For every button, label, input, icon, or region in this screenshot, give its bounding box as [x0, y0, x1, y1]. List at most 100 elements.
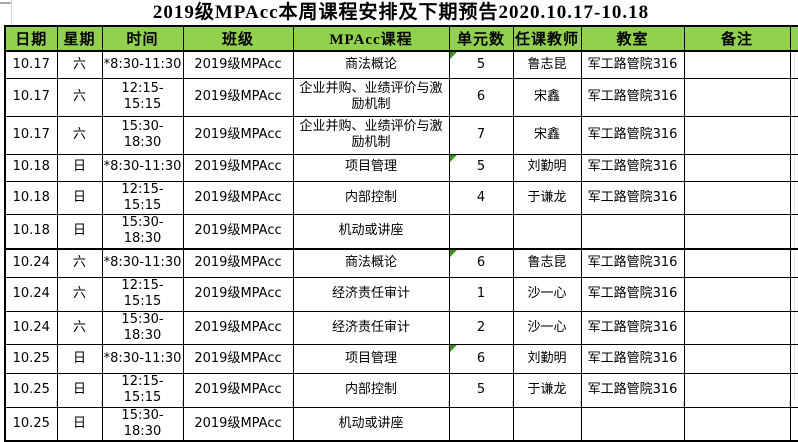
cell-course[interactable]: 商法概论	[292, 247, 450, 278]
cell-note[interactable]	[683, 406, 791, 442]
cell-room[interactable]: 军工路管院316	[580, 344, 685, 374]
cell-note[interactable]	[683, 115, 791, 155]
cell-note[interactable]	[683, 310, 791, 345]
cell-day[interactable]: 日	[56, 180, 103, 215]
cell-room[interactable]: 军工路管院316	[580, 373, 685, 408]
cell-class[interactable]: 2019级MPAcc	[182, 373, 294, 408]
cell-teacher[interactable]: 刘勤明	[512, 344, 582, 374]
cell-units[interactable]	[448, 214, 514, 249]
cell-room[interactable]	[580, 214, 685, 249]
cell-class[interactable]: 2019级MPAcc	[182, 277, 294, 312]
header-class[interactable]: 班级	[182, 25, 294, 52]
cell-class[interactable]: 2019级MPAcc	[182, 406, 294, 442]
cell-course[interactable]: 内部控制	[292, 373, 450, 408]
cell-day[interactable]: 日	[56, 153, 103, 182]
cell-teacher[interactable]: 鲁志昆	[512, 247, 582, 278]
cell-day[interactable]: 六	[56, 77, 103, 117]
cell-units[interactable]: 5	[448, 50, 514, 79]
cell-class[interactable]: 2019级MPAcc	[182, 310, 294, 345]
cell-units[interactable]: 6	[448, 77, 514, 117]
cell-date[interactable]: 10.24	[4, 247, 58, 278]
cell-note[interactable]	[683, 277, 791, 312]
cell-teacher[interactable]	[512, 406, 582, 442]
cell-room[interactable]: 军工路管院316	[580, 77, 685, 117]
cell-room[interactable]	[580, 406, 685, 442]
cell-date[interactable]: 10.18	[4, 153, 58, 182]
cell-room[interactable]: 军工路管院316	[580, 115, 685, 155]
cell-note[interactable]	[683, 180, 791, 215]
cell-course[interactable]: 经济责任审计	[292, 310, 450, 345]
cell-note[interactable]	[683, 214, 791, 249]
cell-time[interactable]: 12:15-15:15	[101, 77, 184, 117]
cell-room[interactable]: 军工路管院316	[580, 153, 685, 182]
cell-course[interactable]: 项目管理	[292, 344, 450, 374]
cell-note[interactable]	[683, 153, 791, 182]
cell-teacher[interactable]: 沙一心	[512, 277, 582, 312]
cell-time[interactable]: *8:30-11:30	[101, 247, 184, 278]
cell-course[interactable]: 项目管理	[292, 153, 450, 182]
cell-date[interactable]: 10.24	[4, 310, 58, 345]
cell-date[interactable]: 10.25	[4, 406, 58, 442]
cell-teacher[interactable]: 宋鑫	[512, 115, 582, 155]
cell-time[interactable]: 12:15-15:15	[101, 180, 184, 215]
cell-note[interactable]	[683, 373, 791, 408]
cell-units[interactable]: 7	[448, 115, 514, 155]
cell-class[interactable]: 2019级MPAcc	[182, 214, 294, 249]
cell-units[interactable]: 5	[448, 153, 514, 182]
cell-time[interactable]: 15:30-18:30	[101, 214, 184, 249]
header-room[interactable]: 教室	[580, 25, 685, 52]
header-note[interactable]: 备注	[683, 25, 791, 52]
cell-day[interactable]: 六	[56, 50, 103, 79]
cell-course[interactable]: 经济责任审计	[292, 277, 450, 312]
cell-class[interactable]: 2019级MPAcc	[182, 344, 294, 374]
cell-day[interactable]: 六	[56, 247, 103, 278]
cell-teacher[interactable]: 于谦龙	[512, 180, 582, 215]
schedule-title[interactable]: 2019级MPAcc本周课程安排及下期预告2020.10.17-10.18	[152, 2, 650, 23]
cell-date[interactable]: 10.17	[4, 77, 58, 117]
cell-date[interactable]: 10.25	[4, 373, 58, 408]
cell-course[interactable]: 企业并购、业绩评价与激励机制	[292, 77, 450, 117]
cell-time[interactable]: *8:30-11:30	[101, 153, 184, 182]
cell-day[interactable]: 日	[56, 373, 103, 408]
cell-room[interactable]: 军工路管院316	[580, 247, 685, 278]
cell-units[interactable]: 1	[448, 277, 514, 312]
cell-teacher[interactable]: 沙一心	[512, 310, 582, 345]
cell-date[interactable]: 10.18	[4, 214, 58, 249]
header-teacher[interactable]: 任课教师	[512, 25, 582, 52]
cell-units[interactable]: 5	[448, 373, 514, 408]
cell-date[interactable]: 10.18	[4, 180, 58, 215]
cell-day[interactable]: 六	[56, 115, 103, 155]
cell-room[interactable]: 军工路管院316	[580, 50, 685, 79]
cell-class[interactable]: 2019级MPAcc	[182, 77, 294, 117]
cell-units[interactable]: 2	[448, 310, 514, 345]
cell-course[interactable]: 机动或讲座	[292, 406, 450, 442]
cell-time[interactable]: *8:30-11:30	[101, 50, 184, 79]
cell-teacher[interactable]	[512, 214, 582, 249]
cell-class[interactable]: 2019级MPAcc	[182, 153, 294, 182]
cell-time[interactable]: 15:30-18:30	[101, 310, 184, 345]
cell-date[interactable]: 10.25	[4, 344, 58, 374]
cell-course[interactable]: 机动或讲座	[292, 214, 450, 249]
cell-teacher[interactable]: 宋鑫	[512, 77, 582, 117]
header-time[interactable]: 时间	[101, 25, 184, 52]
cell-class[interactable]: 2019级MPAcc	[182, 115, 294, 155]
cell-time[interactable]: 15:30-18:30	[101, 406, 184, 442]
cell-class[interactable]: 2019级MPAcc	[182, 50, 294, 79]
cell-course[interactable]: 内部控制	[292, 180, 450, 215]
cell-date[interactable]: 10.24	[4, 277, 58, 312]
cell-note[interactable]	[683, 247, 791, 278]
cell-day[interactable]: 日	[56, 214, 103, 249]
cell-class[interactable]: 2019级MPAcc	[182, 247, 294, 278]
cell-date[interactable]: 10.17	[4, 50, 58, 79]
cell-class[interactable]: 2019级MPAcc	[182, 180, 294, 215]
cell-time[interactable]: *8:30-11:30	[101, 344, 184, 374]
cell-note[interactable]	[683, 344, 791, 374]
header-date[interactable]: 日期	[4, 25, 58, 52]
cell-time[interactable]: 15:30-18:30	[101, 115, 184, 155]
cell-day[interactable]: 六	[56, 277, 103, 312]
cell-teacher[interactable]: 于谦龙	[512, 373, 582, 408]
cell-units[interactable]: 6	[448, 247, 514, 278]
cell-day[interactable]: 日	[56, 344, 103, 374]
cell-time[interactable]: 12:15-15:15	[101, 373, 184, 408]
header-units[interactable]: 单元数	[448, 25, 514, 52]
